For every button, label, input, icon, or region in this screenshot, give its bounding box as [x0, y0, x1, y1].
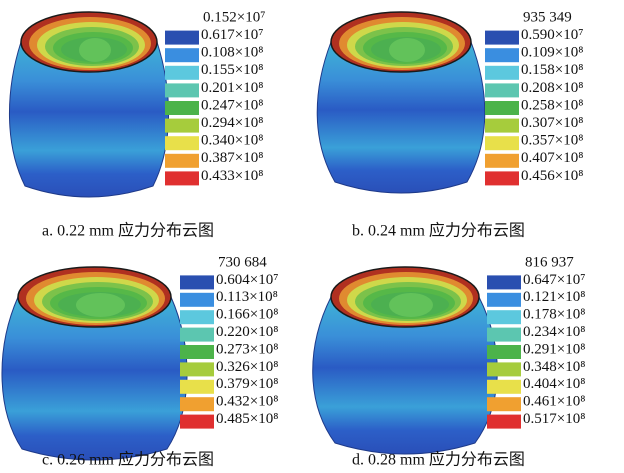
legend-swatch — [165, 101, 199, 115]
legend-swatch — [487, 380, 521, 394]
legend-swatch — [165, 83, 199, 97]
legend-label: 0.433×10⁸ — [201, 168, 263, 184]
legend-swatch — [180, 275, 214, 289]
legend-label: 0.152×10⁷ — [203, 9, 265, 25]
legend-label: 0.432×10⁸ — [216, 394, 278, 410]
legend-label: 0.121×10⁸ — [523, 289, 585, 305]
legend-label: 0.617×10⁷ — [201, 27, 263, 43]
legend-label: 0.404×10⁸ — [523, 376, 585, 392]
legend-label: 0.155×10⁸ — [201, 62, 263, 78]
legend-swatch — [485, 171, 519, 185]
legend-swatch — [487, 345, 521, 359]
legend-label: 935 349 — [523, 9, 572, 25]
legend-swatch — [165, 119, 199, 133]
legend-label: 0.201×10⁸ — [201, 80, 263, 96]
legend-label: 0.340×10⁸ — [201, 133, 263, 149]
legend-swatch — [180, 415, 214, 429]
legend-swatch — [485, 101, 519, 115]
legend-label: 0.166×10⁸ — [216, 307, 278, 323]
legend-swatch — [180, 397, 214, 411]
legend-swatch — [487, 275, 521, 289]
legend-label: 0.234×10⁸ — [523, 324, 585, 340]
legend-label: 0.590×10⁷ — [521, 27, 583, 43]
legend-label: 0.387×10⁸ — [201, 150, 263, 166]
model-top-center — [389, 38, 425, 62]
legend-swatch — [485, 31, 519, 45]
legend-swatch — [180, 380, 214, 394]
legend-swatch — [180, 310, 214, 324]
legend-swatch — [165, 48, 199, 62]
caption: b. 0.24 mm 应力分布云图 — [352, 221, 525, 240]
legend-swatch — [165, 171, 199, 185]
legend-swatch — [485, 66, 519, 80]
legend-label: 0.220×10⁸ — [216, 324, 278, 340]
legend-swatch — [487, 328, 521, 342]
legend-label: 0.294×10⁸ — [201, 115, 263, 131]
legend-label: 0.109×10⁸ — [521, 45, 583, 61]
caption: a. 0.22 mm 应力分布云图 — [42, 221, 214, 240]
legend-swatch — [487, 415, 521, 429]
legend-swatch — [485, 48, 519, 62]
legend-swatch — [165, 136, 199, 150]
legend-label: 0.326×10⁸ — [216, 359, 278, 375]
legend-swatch — [165, 31, 199, 45]
legend-label: 0.258×10⁸ — [521, 97, 583, 113]
legend-label: 0.485×10⁸ — [216, 411, 278, 427]
legend-label: 0.647×10⁷ — [523, 272, 585, 288]
legend-label: 0.113×10⁸ — [216, 289, 278, 305]
legend-label: 0.291×10⁸ — [523, 341, 585, 357]
caption: d. 0.28 mm 应力分布云图 — [352, 450, 525, 469]
legend-label: 0.273×10⁸ — [216, 341, 278, 357]
legend-label: 0.517×10⁸ — [523, 411, 585, 427]
legend-label: 0.208×10⁸ — [521, 80, 583, 96]
legend-label: 730 684 — [218, 254, 267, 270]
legend-label: 0.178×10⁸ — [523, 307, 585, 323]
legend-label: 0.456×10⁸ — [521, 168, 583, 184]
model-top-center — [76, 293, 125, 317]
legend-swatch — [165, 66, 199, 80]
legend-label: 0.247×10⁸ — [201, 97, 263, 113]
legend-label: 0.307×10⁸ — [521, 115, 583, 131]
legend-swatch — [180, 328, 214, 342]
legend-label: 0.461×10⁸ — [523, 394, 585, 410]
legend-swatch — [487, 293, 521, 307]
model-top-center — [79, 38, 111, 62]
legend-swatch — [180, 345, 214, 359]
legend-label: 0.158×10⁸ — [521, 62, 583, 78]
figure: 0.152×10⁷ 0.617×10⁷ 0.108×10⁸0.155×10⁸ 0.20… — [0, 0, 624, 473]
legend-swatch — [487, 362, 521, 376]
legend-swatch — [485, 83, 519, 97]
legend-label: 0.379×10⁸ — [216, 376, 278, 392]
legend-label: 0.407×10⁸ — [521, 150, 583, 166]
legend-label: 816 937 — [525, 254, 574, 270]
model-top-center — [389, 293, 433, 317]
legend-swatch — [165, 154, 199, 168]
caption: c. 0.26 mm 应力分布云图 — [42, 450, 214, 469]
legend-label: 0.604×10⁷ — [216, 272, 278, 288]
legend-swatch — [487, 310, 521, 324]
legend-swatch — [485, 154, 519, 168]
legend-swatch — [485, 119, 519, 133]
legend-label: 0.348×10⁸ — [523, 359, 585, 375]
legend-swatch — [180, 293, 214, 307]
legend-label: 0.357×10⁸ — [521, 133, 583, 149]
legend-swatch — [485, 136, 519, 150]
legend-label: 0.108×10⁸ — [201, 45, 263, 61]
legend-swatch — [180, 362, 214, 376]
legend-swatch — [487, 397, 521, 411]
